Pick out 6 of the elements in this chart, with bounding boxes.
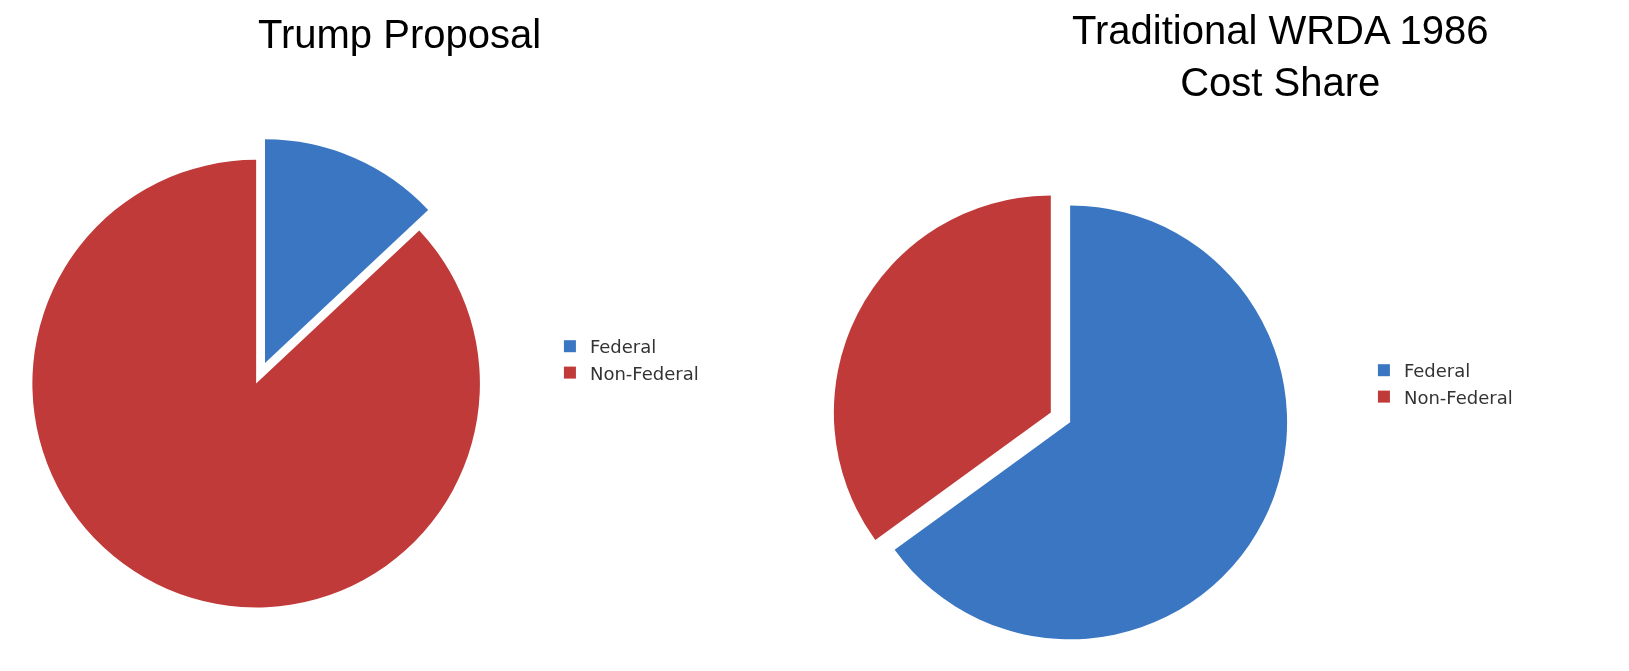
legend-label: Non-Federal — [589, 362, 699, 384]
chart-title: Traditional WRDA 1986 Cost Share — [1072, 8, 1489, 104]
chart-title: Trump Proposal — [258, 12, 542, 56]
legend-label: Non-Federal — [1403, 386, 1513, 408]
legend-label: Federal — [1403, 360, 1471, 382]
legend-label: Federal — [589, 336, 657, 358]
